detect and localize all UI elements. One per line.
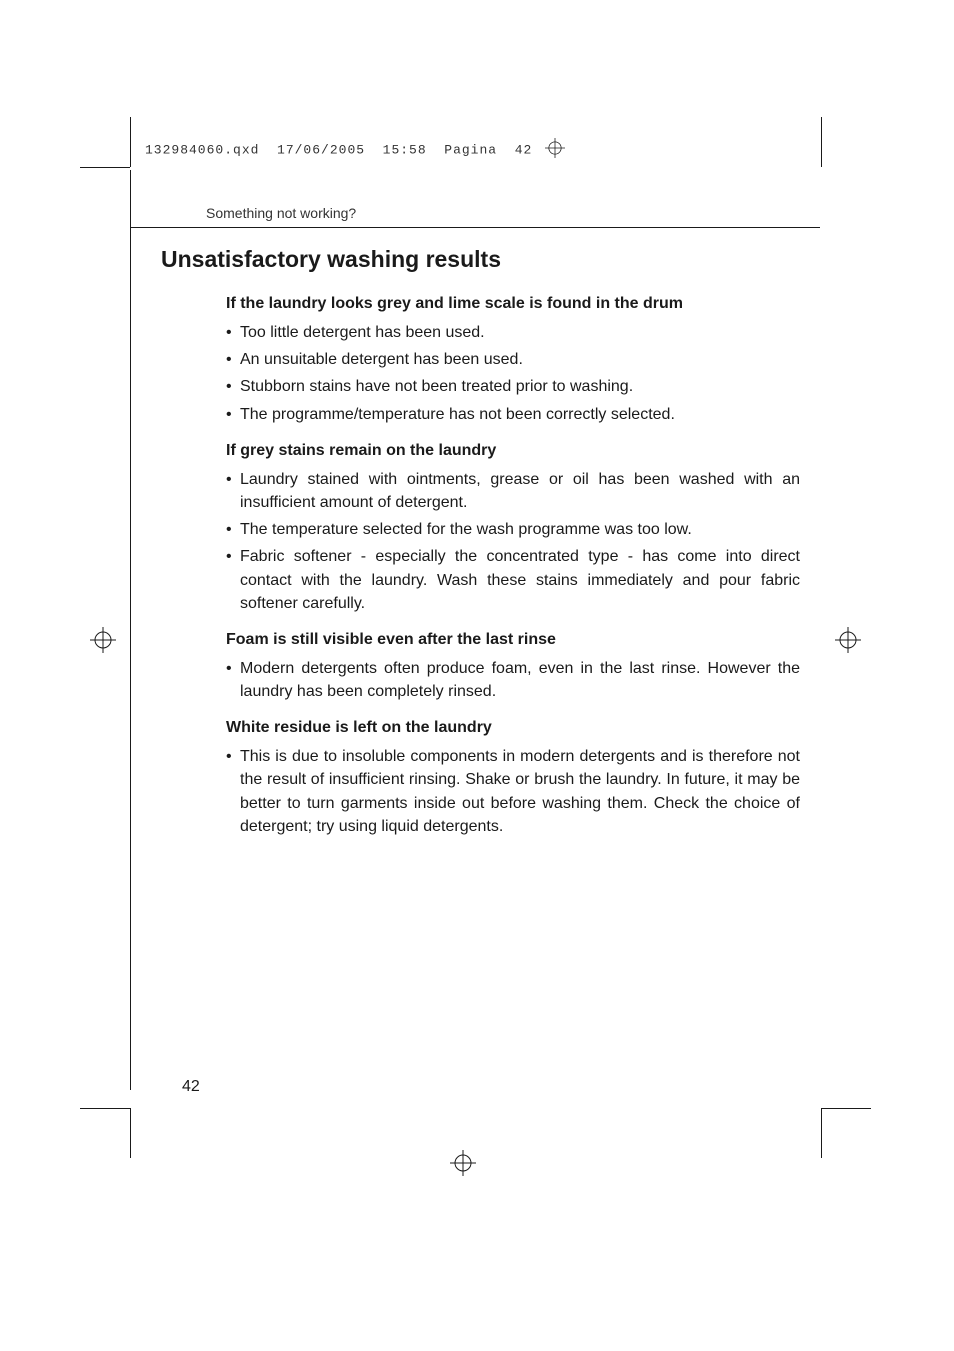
crop-mark (80, 1108, 130, 1109)
crop-mark (821, 1108, 822, 1158)
registration-mark-icon (450, 1150, 476, 1176)
section-heading: White residue is left on the laundry (206, 719, 800, 737)
bullet-list: Laundry stained with ointments, grease o… (206, 468, 800, 615)
section-heading: If the laundry looks grey and lime scale… (206, 295, 800, 313)
page-title: Unsatisfactory washing results (161, 246, 800, 273)
crop-mark (130, 1108, 131, 1158)
header-rule (131, 227, 820, 228)
page-number: 42 (182, 1078, 200, 1096)
list-item: Fabric softener - especially the concent… (226, 545, 800, 615)
crop-mark (821, 1108, 871, 1109)
running-header: Something not working? (206, 205, 800, 227)
bullet-list: Too little detergent has been used. An u… (206, 321, 800, 426)
bullet-list: This is due to insoluble components in m… (206, 745, 800, 838)
registration-mark-icon (835, 627, 861, 653)
bullet-list: Modern detergents often produce foam, ev… (206, 657, 800, 703)
crop-mark (821, 117, 822, 167)
list-item: Stubborn stains have not been treated pr… (226, 375, 800, 398)
registration-mark-icon (90, 627, 116, 653)
list-item: The temperature selected for the wash pr… (226, 518, 800, 541)
section-heading: If grey stains remain on the laundry (206, 442, 800, 460)
list-item: Too little detergent has been used. (226, 321, 800, 344)
list-item: Laundry stained with ointments, grease o… (226, 468, 800, 514)
crop-mark (80, 167, 130, 168)
page-content: Something not working? Unsatisfactory wa… (130, 130, 820, 1090)
list-item: The programme/temperature has not been c… (226, 403, 800, 426)
list-item: This is due to insoluble components in m… (226, 745, 800, 838)
section-heading: Foam is still visible even after the las… (206, 631, 800, 649)
list-item: An unsuitable detergent has been used. (226, 348, 800, 371)
list-item: Modern detergents often produce foam, ev… (226, 657, 800, 703)
